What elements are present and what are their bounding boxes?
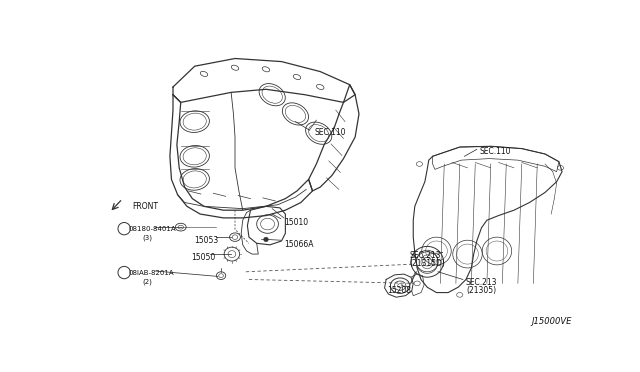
Text: (3): (3) [142,235,152,241]
Text: (2): (2) [142,279,152,285]
Text: (21305): (21305) [466,286,496,295]
Text: 08IAB-8201A: 08IAB-8201A [129,270,175,276]
Text: SEC.110: SEC.110 [314,128,346,137]
Text: SEC.213: SEC.213 [466,278,497,287]
Text: 15208: 15208 [388,286,412,295]
Text: 08180-8401A: 08180-8401A [129,226,177,232]
Text: 15010: 15010 [284,218,308,227]
Circle shape [264,237,268,242]
Text: 15053: 15053 [195,236,219,246]
Text: FRONT: FRONT [132,202,159,211]
Text: 15066A: 15066A [284,240,314,249]
Text: SEC.110: SEC.110 [480,147,511,156]
Text: SEC.213: SEC.213 [410,251,441,260]
Text: J15000VE: J15000VE [531,317,572,326]
Text: (21315D): (21315D) [410,259,445,268]
Text: 15050: 15050 [191,253,215,262]
